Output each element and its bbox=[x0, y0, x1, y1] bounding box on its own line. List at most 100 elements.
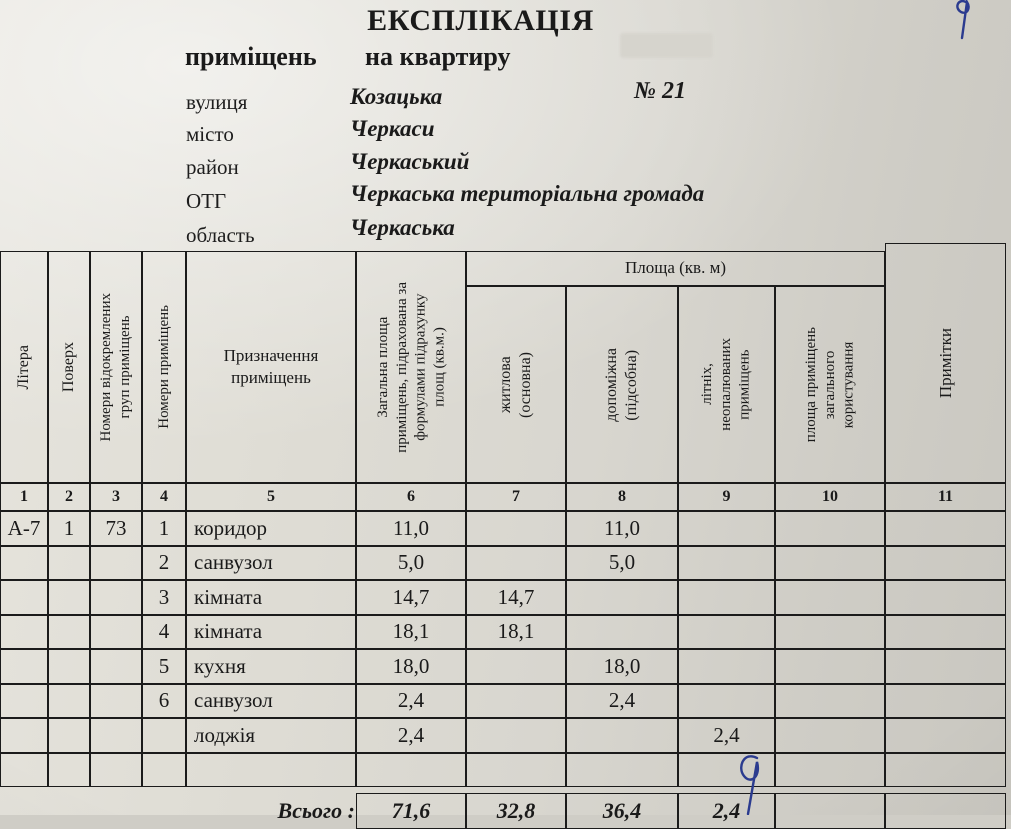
table-cell-value bbox=[776, 685, 884, 718]
colnum-8-label: 8 bbox=[618, 488, 626, 505]
field-label-region: область bbox=[186, 223, 255, 247]
table-cell-value: лоджія bbox=[194, 722, 256, 747]
table-cell-r3-c11 bbox=[885, 580, 1006, 615]
col-header-purpose: Призначення приміщень bbox=[186, 251, 356, 483]
col-header-summer-area: літніх, неопалюваних приміщень bbox=[678, 286, 775, 483]
colnum-9-label: 9 bbox=[722, 488, 731, 505]
table-cell-r7-c1 bbox=[0, 718, 48, 753]
table-cell-r1-c11 bbox=[885, 511, 1006, 546]
table-cell-r2-c3 bbox=[90, 545, 142, 580]
table-cell-r5-c9 bbox=[678, 649, 775, 684]
table-cell-r2-c9 bbox=[678, 545, 775, 580]
table-cell-value bbox=[886, 650, 1005, 683]
table-cell-r8-c9 bbox=[678, 752, 775, 787]
table-cell-value bbox=[91, 650, 141, 683]
table-cell-value bbox=[91, 719, 141, 752]
field-value-street: Козацька bbox=[350, 84, 443, 109]
total-cell-c10 bbox=[775, 793, 885, 829]
table-cell-r1-c9 bbox=[678, 511, 775, 546]
table-cell-value bbox=[91, 547, 141, 580]
table-cell-value bbox=[776, 512, 884, 545]
table-cell-value bbox=[467, 754, 565, 787]
table-cell-r4-c8 bbox=[566, 614, 678, 649]
table-cell-value bbox=[1, 650, 47, 683]
table-cell-r2-c4: 2 bbox=[142, 545, 186, 580]
table-cell-r7-c3 bbox=[90, 718, 142, 753]
col-header-floor: Поверх bbox=[48, 251, 90, 483]
table-cell-value bbox=[1, 547, 47, 580]
table-cell-value bbox=[679, 650, 774, 683]
table-cell-value: 1 bbox=[63, 515, 75, 540]
table-cell-value: коридор bbox=[194, 515, 268, 540]
field-value-district: Черкаський bbox=[350, 149, 470, 174]
table-cell-value: 5 bbox=[158, 653, 170, 678]
total-cell-value: 32,8 bbox=[496, 798, 536, 823]
colnum-2-label: 2 bbox=[65, 488, 73, 505]
field-label-district: район bbox=[186, 155, 239, 179]
table-cell-value bbox=[886, 685, 1005, 718]
total-cell-value: 36,4 bbox=[602, 798, 642, 823]
col-header-notes-label: Примітки bbox=[935, 327, 955, 399]
col-header-common-area: площа приміщень загального користування bbox=[775, 286, 885, 483]
colnum-7-label: 7 bbox=[512, 488, 520, 505]
table-cell-r7-c11 bbox=[885, 718, 1006, 753]
table-cell-value bbox=[567, 719, 677, 752]
table-cell-value: 1 bbox=[158, 515, 170, 540]
table-cell-r1-c10 bbox=[775, 511, 885, 546]
field-value-city: Черкаси bbox=[350, 116, 435, 141]
table-cell-value bbox=[187, 754, 362, 787]
table-cell-r4-c2 bbox=[48, 614, 90, 649]
table-cell-r5-c8: 18,0 bbox=[566, 649, 678, 684]
table-cell-value bbox=[49, 685, 89, 718]
col-header-common-area-label: площа приміщень загального користування bbox=[802, 326, 857, 443]
table-cell-r5-c6: 18,0 bbox=[356, 649, 466, 684]
colnum-1-label: 1 bbox=[20, 488, 28, 505]
total-cell-c9: 2,4 bbox=[678, 793, 775, 829]
table-cell-r1-c5: коридор bbox=[186, 511, 356, 546]
table-cell-r4-c7: 18,1 bbox=[466, 614, 566, 649]
colnum-4: 4 bbox=[142, 483, 186, 511]
table-cell-r8-c1 bbox=[0, 752, 48, 787]
table-cell-value: 6 bbox=[158, 688, 170, 713]
col-header-living-area-label: житлова (основна) bbox=[497, 351, 534, 418]
total-cell-c7: 32,8 bbox=[466, 793, 566, 829]
table-cell-value bbox=[91, 754, 141, 787]
table-cell-r5-c7 bbox=[466, 649, 566, 684]
table-cell-value bbox=[567, 616, 677, 649]
total-label-cell: Всього : bbox=[186, 793, 356, 829]
table-cell-value bbox=[1, 581, 47, 614]
col-header-group-numbers-label: Номери відокремлених груп приміщень bbox=[98, 292, 133, 442]
table-cell-r8-c11 bbox=[885, 752, 1006, 787]
col-header-litera: Літера bbox=[0, 251, 48, 483]
table-cell-r6-c11 bbox=[885, 683, 1006, 718]
table-cell-value bbox=[91, 581, 141, 614]
table-cell-value bbox=[679, 754, 774, 787]
table-cell-r2-c6: 5,0 bbox=[356, 545, 466, 580]
table-cell-value bbox=[886, 719, 1005, 752]
table-cell-value: кімната bbox=[194, 584, 263, 609]
colnum-3: 3 bbox=[90, 483, 142, 511]
colnum-1: 1 bbox=[0, 483, 48, 511]
table-cell-value: 14,7 bbox=[392, 584, 430, 609]
table-cell-value bbox=[49, 650, 89, 683]
table-cell-value bbox=[467, 512, 565, 545]
table-cell-r2-c2 bbox=[48, 545, 90, 580]
table-cell-value bbox=[49, 547, 89, 580]
table-cell-r4-c10 bbox=[775, 614, 885, 649]
table-cell-value bbox=[776, 547, 884, 580]
table-cell-value bbox=[143, 754, 185, 787]
table-cell-value bbox=[567, 581, 677, 614]
table-cell-r5-c5: кухня bbox=[186, 649, 356, 684]
table-cell-value bbox=[886, 616, 1005, 649]
table-cell-r6-c3 bbox=[90, 683, 142, 718]
colnum-9: 9 bbox=[678, 483, 775, 511]
table-cell-value bbox=[776, 581, 884, 614]
table-cell-value: 14,7 bbox=[497, 584, 535, 609]
table-cell-value bbox=[467, 685, 565, 718]
table-cell-value: А-7 bbox=[7, 515, 41, 540]
table-cell-r2-c7 bbox=[466, 545, 566, 580]
table-cell-r6-c10 bbox=[775, 683, 885, 718]
field-value-region: Черкаська bbox=[350, 215, 455, 240]
explication-table: Площа (кв. м) Літера Поверх Номери відок… bbox=[0, 243, 1006, 829]
table-cell-r1-c4: 1 bbox=[142, 511, 186, 546]
